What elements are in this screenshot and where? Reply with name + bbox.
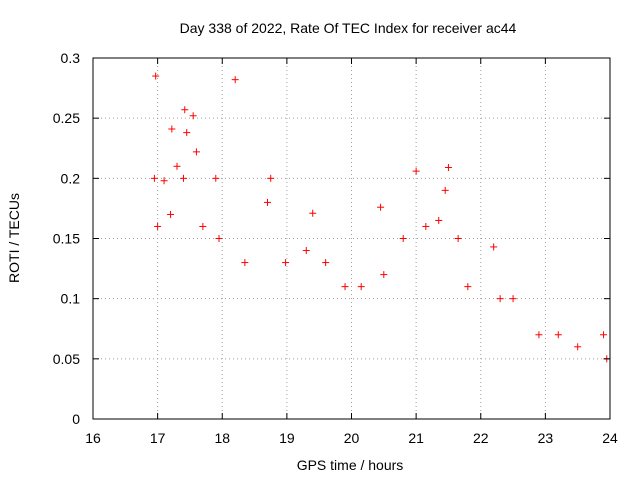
data-point	[212, 174, 220, 182]
x-tick-label: 20	[344, 430, 360, 446]
data-point	[554, 331, 562, 339]
data-point	[380, 271, 388, 279]
y-tick-label: 0.25	[53, 110, 80, 126]
data-point	[267, 174, 275, 182]
y-axis-title: ROTI / TECUs	[6, 193, 22, 283]
data-point	[215, 235, 223, 242]
x-tick-label: 22	[473, 430, 489, 446]
data-point	[167, 210, 175, 218]
data-point	[282, 259, 290, 267]
data-point	[183, 129, 191, 137]
data-point	[173, 162, 181, 170]
x-tick-label: 24	[602, 430, 618, 446]
data-point	[189, 112, 197, 120]
data-point	[150, 174, 158, 182]
x-tick-label: 18	[214, 430, 230, 446]
y-tick-labels: 0 0.05 0.1 0.15 0.2 0.25 0.3	[53, 50, 80, 427]
data-point	[154, 222, 162, 230]
data-point	[357, 283, 365, 291]
data-point	[399, 235, 407, 242]
data-point	[179, 174, 187, 182]
x-tick-label: 19	[279, 430, 295, 446]
data-point	[454, 235, 462, 242]
x-tick-label: 16	[85, 430, 101, 446]
data-point	[412, 167, 420, 175]
y-tick-label: 0.1	[61, 291, 81, 307]
data-point	[435, 216, 443, 224]
data-point	[181, 106, 189, 114]
data-points	[150, 72, 611, 363]
data-point	[535, 331, 543, 339]
y-tick-label: 0	[72, 411, 80, 427]
data-point	[377, 203, 385, 211]
data-point	[309, 209, 317, 217]
data-point	[341, 283, 349, 291]
y-tick-label: 0.3	[61, 50, 81, 66]
data-point	[241, 259, 249, 267]
data-point	[322, 259, 330, 267]
data-point	[464, 283, 472, 291]
grid-lines	[93, 58, 610, 419]
data-point	[490, 243, 498, 251]
y-tick-label: 0.15	[53, 231, 80, 247]
data-point	[263, 198, 271, 206]
data-point	[152, 72, 160, 80]
data-point	[444, 164, 452, 172]
data-point	[231, 76, 239, 84]
x-tick-labels: 16 17 18 19 20 21 22 23 24	[85, 430, 618, 446]
plot-frame	[92, 57, 611, 420]
data-point	[509, 295, 517, 303]
data-point	[168, 125, 176, 133]
data-point	[199, 222, 207, 230]
x-tick-label: 17	[150, 430, 166, 446]
x-tick-label: 23	[538, 430, 554, 446]
x-tick-label: 21	[408, 430, 424, 446]
chart-title: Day 338 of 2022, Rate Of TEC Index for r…	[180, 20, 517, 36]
x-axis-title: GPS time / hours	[297, 457, 404, 473]
data-point	[441, 186, 449, 194]
data-point	[600, 331, 608, 339]
data-point	[574, 343, 582, 351]
data-point	[160, 177, 168, 185]
data-point	[422, 222, 430, 230]
data-point	[496, 295, 504, 303]
y-tick-label: 0.05	[53, 351, 80, 367]
data-point	[192, 148, 200, 156]
y-tick-label: 0.2	[61, 170, 81, 186]
data-point	[302, 247, 310, 255]
